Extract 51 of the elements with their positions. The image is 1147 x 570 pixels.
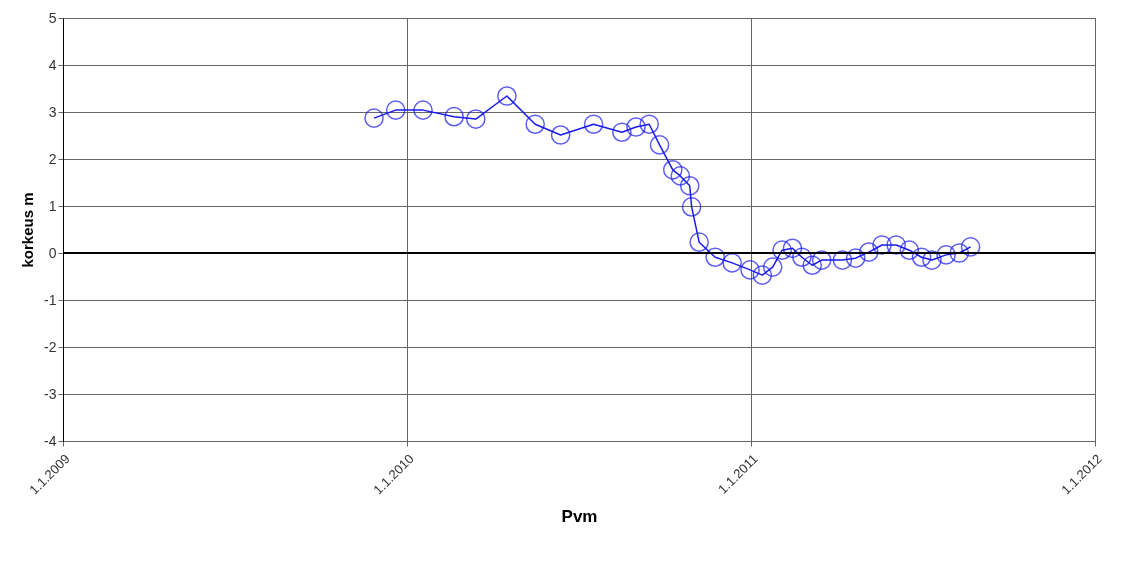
point	[385, 100, 406, 120]
point	[679, 175, 700, 196]
point	[681, 197, 702, 217]
y-tick-label: 3	[48, 103, 57, 120]
x-axis-title: Pvm	[561, 507, 598, 527]
point	[922, 250, 942, 270]
point	[612, 122, 632, 143]
y-tick-label: 4	[48, 56, 57, 73]
point	[413, 100, 433, 120]
point	[899, 240, 920, 260]
point	[772, 240, 792, 260]
point	[911, 247, 932, 268]
point	[550, 125, 571, 145]
point	[872, 235, 892, 255]
y-tick-label: -1	[44, 291, 57, 308]
point	[845, 248, 866, 268]
point	[583, 114, 604, 135]
point	[444, 106, 464, 127]
point	[936, 245, 956, 265]
point	[740, 260, 760, 280]
point	[752, 265, 773, 285]
point	[782, 238, 803, 259]
y-tick-label: -4	[44, 432, 57, 449]
y-tick-label: 1	[48, 197, 57, 214]
y-axis-title: korkeus m	[19, 192, 37, 268]
point	[497, 86, 517, 106]
y-tick-label: 0	[48, 244, 57, 261]
y-tick-label: -2	[44, 338, 57, 355]
point	[960, 237, 981, 257]
point	[705, 247, 726, 268]
point	[886, 235, 906, 255]
point	[649, 135, 670, 155]
point	[722, 253, 742, 273]
point	[802, 255, 823, 276]
point	[525, 114, 546, 135]
point	[792, 247, 812, 268]
point	[689, 232, 709, 253]
point	[465, 109, 486, 129]
point	[811, 250, 832, 270]
y-tick-label: 5	[48, 9, 57, 26]
point	[858, 242, 879, 262]
point	[364, 108, 384, 128]
point	[762, 257, 783, 277]
point	[670, 166, 691, 186]
y-tick-label: -3	[44, 385, 57, 402]
y-tick-label: 2	[48, 150, 57, 167]
point	[662, 159, 683, 180]
point	[832, 250, 853, 270]
point	[639, 114, 660, 135]
point	[626, 117, 646, 137]
point	[949, 243, 970, 263]
